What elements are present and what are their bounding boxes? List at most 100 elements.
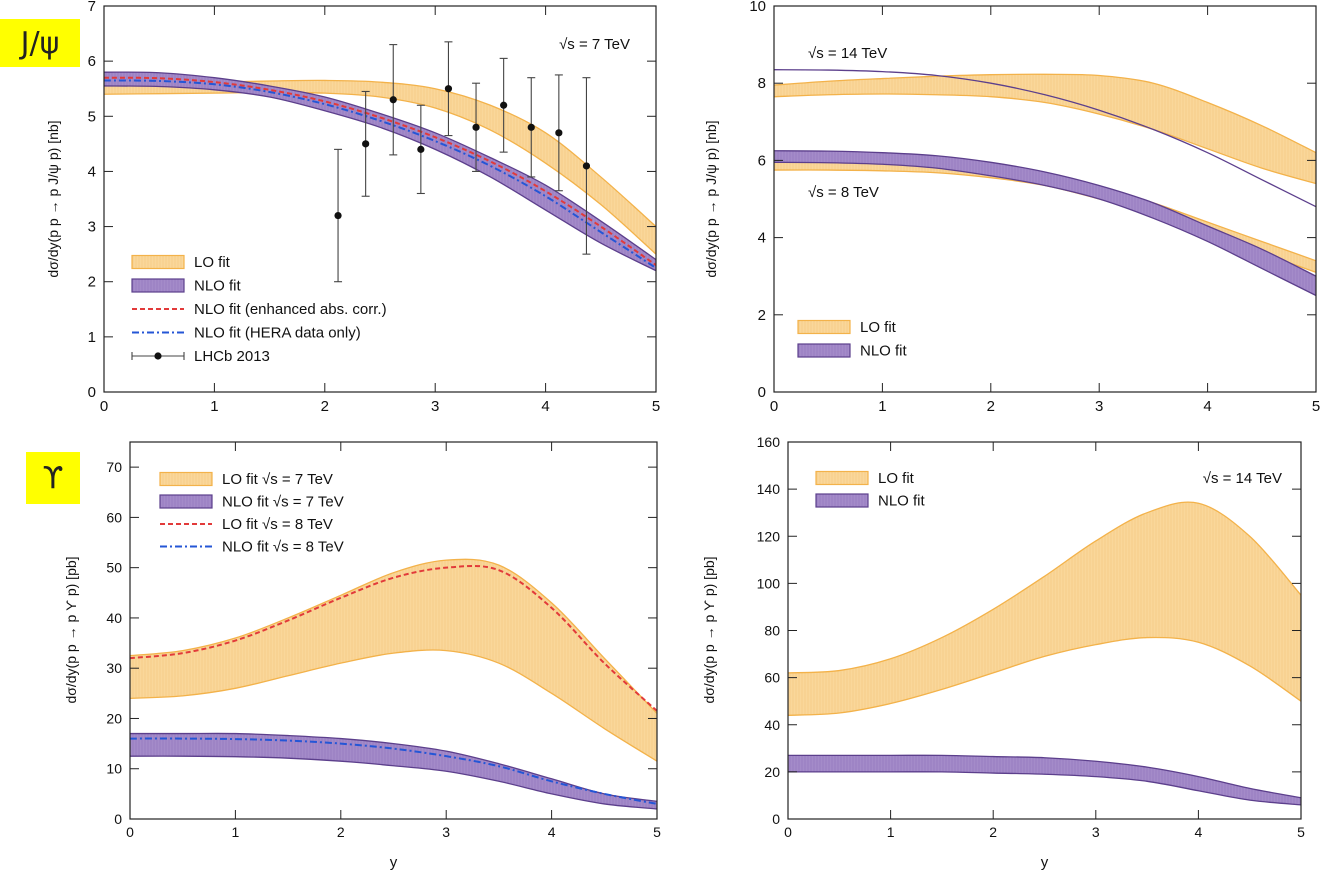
x-tick-label: 0 (784, 824, 792, 840)
data-point (555, 129, 563, 137)
legend: LO fit √s = 7 TeV NLO fit √s = 7 TeV LO fi… (159, 471, 344, 556)
legend-label: NLO fit √s = 8 TeV (222, 539, 344, 556)
jpsi-label-tag: J/ψ (0, 19, 80, 67)
y-tick-label: 6 (758, 152, 766, 169)
y-tick-label: 0 (772, 811, 780, 827)
legend: LO fit NLO fit NLO fit (enhanced abs. corr… (131, 254, 387, 365)
legend-label: NLO fit (860, 343, 908, 360)
plot-area (788, 501, 1301, 806)
y-tick-label: 100 (757, 575, 781, 591)
x-tick-label: 0 (770, 398, 778, 415)
band-lower-edge-0 (788, 636, 1301, 716)
y-tick-label: 50 (106, 560, 122, 576)
x-tick-label: 5 (1297, 824, 1305, 840)
x-tick-label: 1 (210, 398, 218, 415)
data-point (527, 123, 535, 131)
band-lower-edge-1 (788, 771, 1301, 806)
x-tick-label: 4 (1195, 824, 1203, 840)
y-tick-label: 70 (106, 459, 122, 475)
data-point (472, 123, 480, 131)
x-axis-label: y (1041, 854, 1049, 871)
legend: LO fit NLO fit (797, 319, 908, 360)
data-point (582, 162, 591, 170)
band-lo-0 (130, 559, 657, 762)
y-tick-label: 2 (88, 274, 96, 291)
data-point (417, 145, 425, 153)
plot-frame (129, 441, 658, 820)
y-tick-label: 8 (758, 75, 766, 92)
y-tick-label: 30 (106, 660, 122, 676)
energy-annotation: √s = 8 TeV (808, 184, 879, 201)
series-line-1 (104, 79, 656, 269)
legend-swatch-lo (815, 470, 869, 486)
data-point (362, 140, 370, 148)
chart-upsilon_14tev: 0 1 2 3 4 5 0 20 40 60 80 100 120 140 160 dσ/dy(p p → p… (701, 434, 1305, 871)
band-lo-0 (788, 502, 1301, 716)
band-lower-edge-0 (104, 91, 656, 255)
y-tick-label: 6 (88, 53, 96, 70)
y-axis-label: dσ/dy(p p → p J/ψ p) [nb] (703, 120, 719, 277)
x-tick-label: 4 (548, 824, 556, 840)
series-line-0 (104, 76, 656, 266)
plot-frame (103, 5, 657, 393)
band-upper-edge-0 (788, 501, 1301, 674)
x-tick-label: 5 (653, 824, 661, 840)
x-tick-label: 3 (442, 824, 450, 840)
energy-annotation: √s = 7 TeV (559, 36, 630, 53)
x-tick-label: 0 (126, 824, 134, 840)
band-upper-edge-1 (130, 732, 657, 803)
band-upper-edge-0 (130, 558, 657, 714)
y-tick-label: 4 (88, 163, 96, 180)
plot-area (130, 558, 657, 810)
x-tick-label: 2 (321, 398, 329, 415)
x-tick-label: 1 (887, 824, 895, 840)
energy-annotation: √s = 14 TeV (808, 45, 887, 62)
band-nlo-1 (130, 733, 657, 809)
y-tick-label: 80 (764, 623, 780, 639)
legend-swatch-nlo (159, 494, 213, 509)
band-lower-edge-1 (130, 755, 657, 810)
band-nlo-3 (774, 150, 1316, 296)
legend-label: NLO fit (HERA data only) (194, 325, 361, 342)
legend-swatch-nlo (815, 493, 869, 508)
x-tick-label: 5 (1312, 398, 1320, 415)
band-upper-edge-3 (774, 150, 1316, 277)
y-tick-label: 1 (88, 329, 96, 346)
series-line-1 (130, 737, 657, 805)
y-axis-label: dσ/dy(p p → p J/ψ p) [nb] (45, 120, 61, 277)
data-point (500, 101, 508, 109)
legend-label: NLO fit (194, 278, 242, 295)
y-tick-label: 4 (758, 230, 766, 247)
y-axis-label: dσ/dy(p p → p ϒ p) [pb] (701, 556, 717, 703)
y-tick-label: 3 (88, 219, 96, 236)
x-tick-label: 5 (652, 398, 660, 415)
y-tick-label: 10 (106, 761, 122, 777)
band-upper-edge-1 (104, 71, 656, 261)
x-tick-label: 2 (989, 824, 997, 840)
data-point (389, 96, 397, 104)
band-lower-edge-1 (104, 85, 656, 272)
y-tick-label: 120 (757, 528, 781, 544)
y-tick-label: 10 (749, 0, 766, 15)
chart-jpsi_8_14tev: 0 1 2 3 4 5 0 2 4 6 8 10 dσ/dy(p p → p J/ψ p) [nb] √s… (703, 0, 1320, 415)
legend-label: LO fit (194, 254, 231, 271)
energy-annotation: √s = 14 TeV (1203, 470, 1282, 487)
legend-swatch-nlo (797, 343, 851, 358)
y-tick-label: 2 (758, 307, 766, 324)
legend-label: LHCb 2013 (194, 348, 270, 365)
x-tick-label: 2 (987, 398, 995, 415)
legend-label: LO fit (878, 470, 915, 487)
band-nlo-1 (788, 755, 1301, 805)
band-lower-edge-0 (774, 93, 1316, 185)
y-tick-label: 40 (764, 717, 780, 733)
band-edge-1 (774, 69, 1316, 208)
legend-swatch-lo (131, 254, 185, 270)
legend-swatch-lo (159, 471, 213, 487)
x-tick-label: 3 (431, 398, 439, 415)
y-tick-label: 20 (106, 710, 122, 726)
y-tick-label: 20 (764, 764, 780, 780)
legend-label: LO fit √s = 7 TeV (222, 471, 333, 488)
series-line-0 (130, 564, 657, 712)
y-tick-label: 60 (106, 509, 122, 525)
